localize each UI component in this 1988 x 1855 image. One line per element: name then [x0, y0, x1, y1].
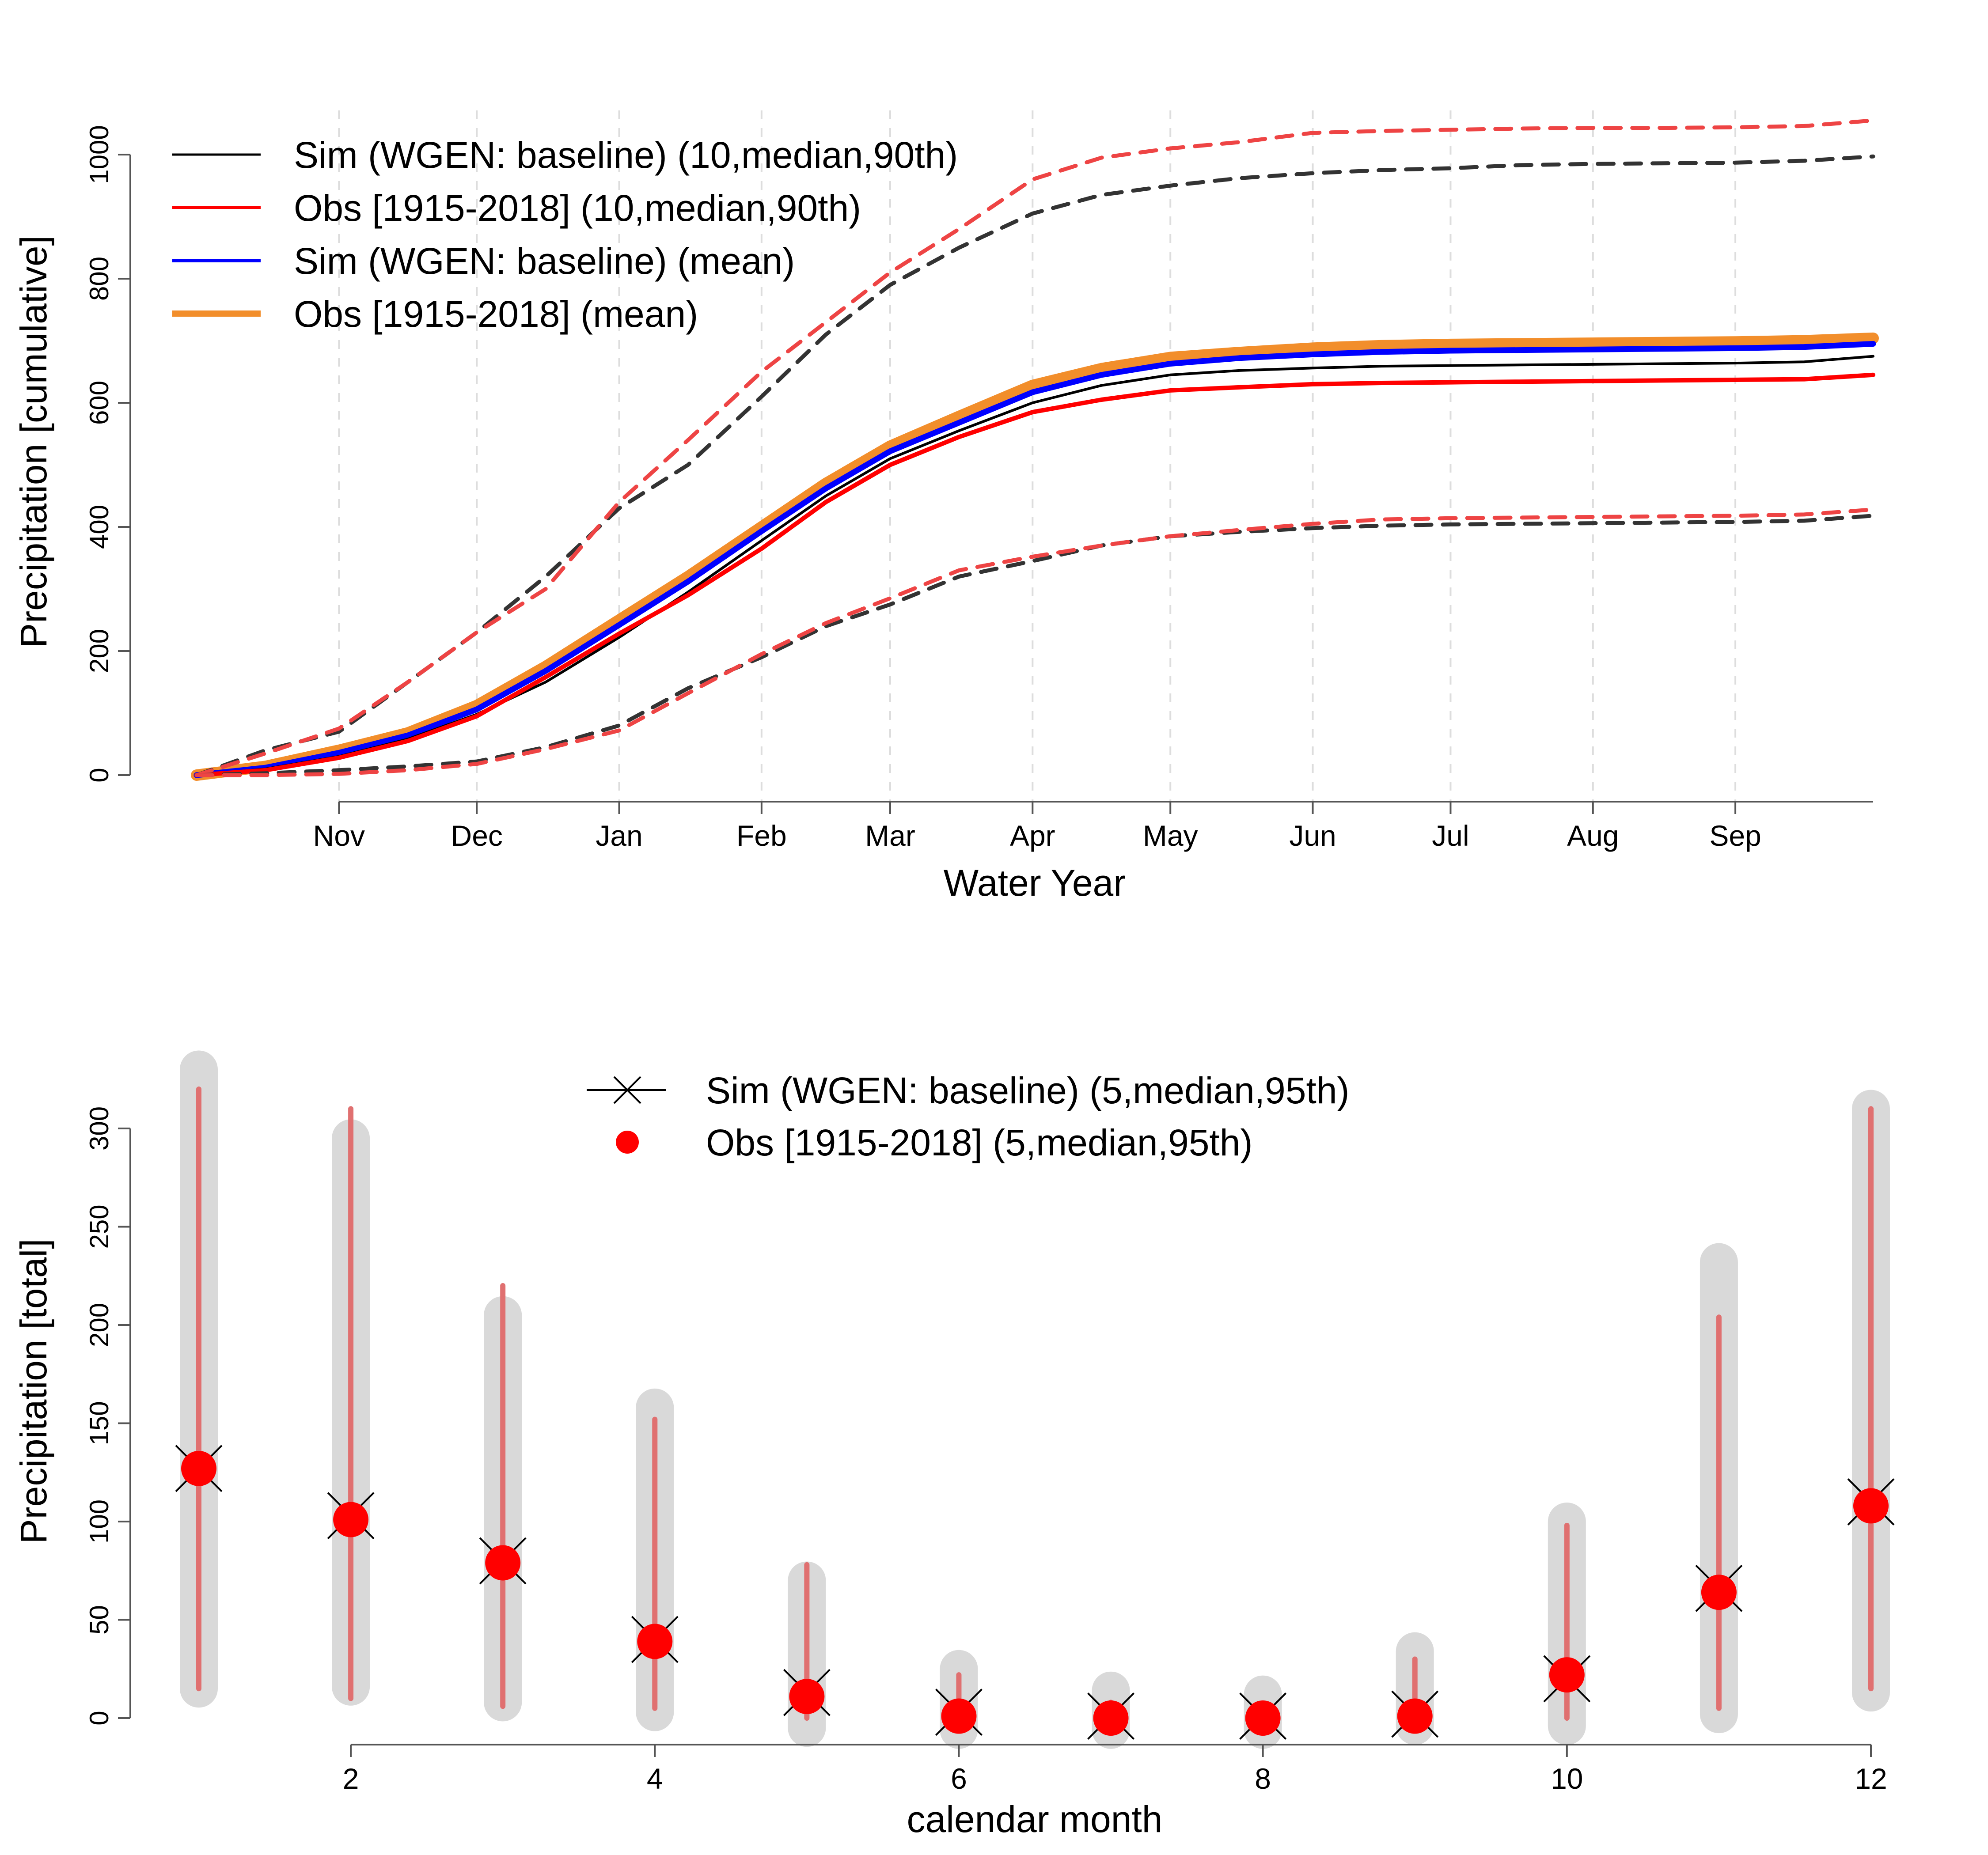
month-8-marks [1239, 1675, 1287, 1749]
month-4-marks [631, 1388, 679, 1731]
x-tick-label-mar: Mar [865, 819, 915, 852]
legend-item-sim: Sim (WGEN: baseline) (5,median,95th) [587, 1070, 1350, 1111]
obs-median-dot [1853, 1488, 1889, 1524]
x-tick-label-feb: Feb [736, 819, 787, 852]
y-tick-label: 0 [84, 768, 114, 782]
x-tick-label: 8 [1255, 1762, 1271, 1795]
month-6-marks [935, 1650, 983, 1749]
x-tick-label: 10 [1551, 1762, 1583, 1795]
y-tick-label: 600 [84, 381, 114, 425]
month-11-marks [1695, 1243, 1743, 1734]
legend-item-sim-mean: Sim (WGEN: baseline) (mean) [172, 240, 795, 282]
series-line-sim-p10 [194, 514, 1875, 777]
x-tick-label: 12 [1855, 1762, 1887, 1795]
x-tick-label: 6 [951, 1762, 967, 1795]
obs-median-dot [637, 1624, 673, 1659]
series-lines [191, 118, 1879, 781]
obs-median-dot [789, 1679, 825, 1715]
series-line-obs-median [194, 372, 1875, 777]
month-10-marks [1543, 1503, 1591, 1745]
legend-label: Sim (WGEN: baseline) (5,median,95th) [706, 1070, 1350, 1111]
axes: 0 200 400 600 800 1000 Nov Dec Jan Feb Mar Apr May Ju… [84, 125, 1873, 852]
month-5-marks [783, 1561, 831, 1747]
x-tick-label-jun: Jun [1289, 819, 1336, 852]
month-7-marks [1087, 1671, 1134, 1749]
y-tick-label: 100 [84, 1499, 114, 1544]
x-tick-label-jan: Jan [596, 819, 642, 852]
x-tick-label-dec: Dec [451, 819, 503, 852]
y-tick-label: 0 [84, 1711, 114, 1725]
obs-median-dot [1093, 1700, 1129, 1736]
y-tick-label: 300 [84, 1106, 114, 1151]
x-axis-title: Water Year [944, 862, 1126, 904]
month-3-marks [479, 1283, 527, 1722]
x-tick-label-sep: Sep [1709, 819, 1761, 852]
legend-label: Obs [1915-2018] (mean) [294, 293, 698, 335]
y-tick-label: 200 [84, 629, 114, 673]
series-line-obs-mean [191, 332, 1879, 781]
obs-median-dot [485, 1545, 521, 1581]
x-tick-label: 4 [647, 1762, 663, 1795]
obs-median-dot [333, 1502, 369, 1537]
legend-label: Obs [1915-2018] (10,median,90th) [294, 187, 861, 229]
obs-median-dot [1549, 1657, 1585, 1693]
x-tick-label: 2 [343, 1762, 359, 1795]
y-tick-label: 400 [84, 505, 114, 549]
obs-median-dot [1701, 1575, 1737, 1610]
y-axis-title: Precipitation [cumulative] [13, 235, 54, 648]
legend-label: Sim (WGEN: baseline) (10,median,90th) [294, 134, 958, 176]
y-tick-label: 50 [84, 1605, 114, 1635]
legend-item-obs: Obs [1915-2018] (5,median,95th) [616, 1122, 1252, 1163]
x-tick-label-nov: Nov [313, 819, 365, 852]
y-tick-label: 250 [84, 1204, 114, 1249]
legend-swatch [616, 1131, 639, 1154]
legend: Sim (WGEN: baseline) (5,median,95th) Obs … [587, 1070, 1350, 1163]
x-tick-label-aug: Aug [1567, 819, 1619, 852]
series-line-sim-mean [193, 341, 1876, 778]
legend-item-sim: Sim (WGEN: baseline) (10,median,90th) [172, 134, 958, 176]
legend: Sim (WGEN: baseline) (10,median,90th) Obs… [172, 134, 958, 335]
obs-median-dot [1245, 1700, 1281, 1736]
legend-item-obs: Obs [1915-2018] (10,median,90th) [172, 187, 861, 229]
x-tick-label-apr: Apr [1010, 819, 1055, 852]
month-2-marks [327, 1106, 375, 1706]
month-9-marks [1391, 1632, 1439, 1745]
y-tick-label: 800 [84, 257, 114, 301]
cumulative-precip-chart: 0 200 400 600 800 1000 Nov Dec Jan Feb Mar Apr May Ju… [13, 110, 1879, 904]
x-tick-label-may: May [1143, 819, 1198, 852]
legend-swatch [613, 1076, 641, 1104]
series-line-obs-p10 [194, 507, 1875, 777]
series-line-obs-p90 [194, 118, 1875, 777]
x-tick-label-jul: Jul [1432, 819, 1469, 852]
legend-item-obs-mean: Obs [1915-2018] (mean) [172, 293, 698, 335]
y-tick-label: 200 [84, 1303, 114, 1347]
y-tick-label: 1000 [84, 125, 114, 184]
legend-label: Obs [1915-2018] (5,median,95th) [706, 1122, 1252, 1163]
obs-median-dot [941, 1698, 977, 1734]
legend-label: Sim (WGEN: baseline) (mean) [294, 240, 795, 282]
obs-median-dot [1397, 1698, 1433, 1734]
axes: 0 50 100 150 200 250 300 2 4 6 8 10 12 [84, 1106, 1887, 1795]
monthly-precip-chart: 0 50 100 150 200 250 300 2 4 6 8 10 12 calendar mont… [13, 1050, 1895, 1840]
obs-median-dot [181, 1450, 216, 1486]
x-axis-title: calendar month [907, 1798, 1162, 1840]
month-1-marks [175, 1050, 223, 1708]
y-axis-title: Precipitation [total] [13, 1238, 54, 1544]
month-12-marks [1847, 1090, 1895, 1712]
monthly-marks [175, 1050, 1895, 1749]
y-tick-label: 150 [84, 1401, 114, 1445]
